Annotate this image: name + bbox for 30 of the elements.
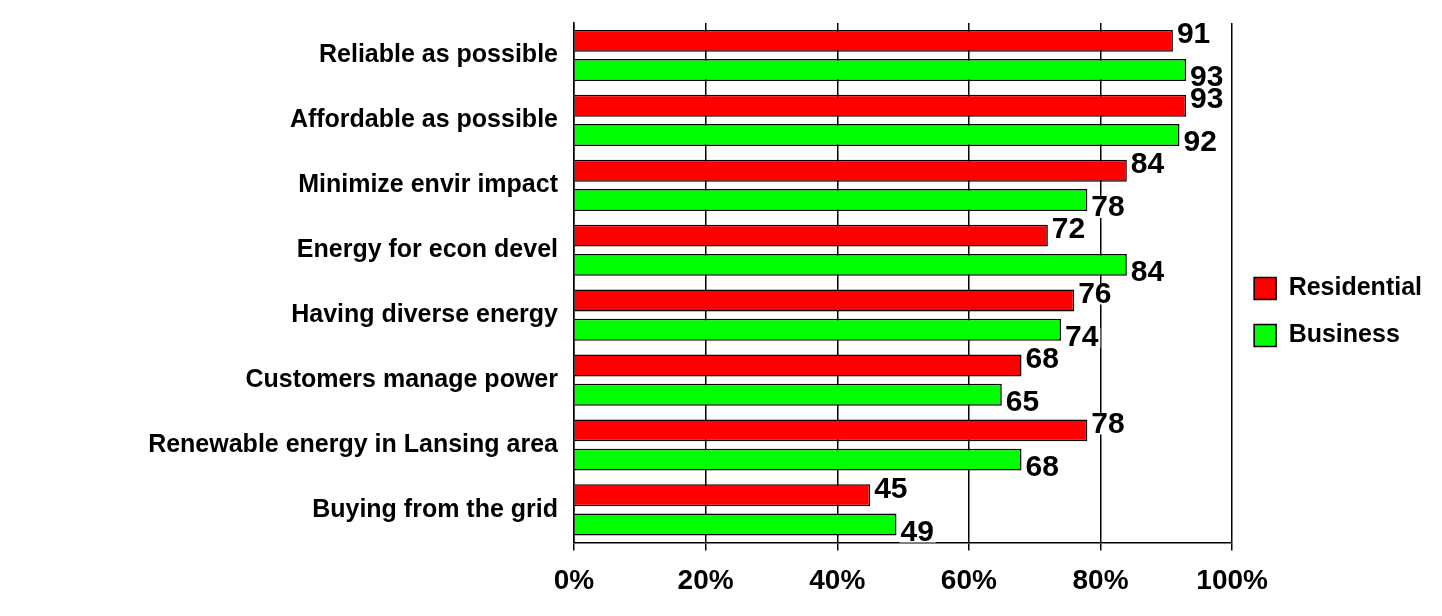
- data-label: 84: [1130, 254, 1165, 288]
- data-label: 91: [1176, 16, 1211, 50]
- data-label: 68: [1025, 340, 1059, 374]
- data-label: 78: [1091, 189, 1125, 223]
- y-tick-label: Affordable as possible: [289, 104, 559, 133]
- data-label: 72: [1051, 210, 1086, 244]
- legend-label: Residential: [1288, 272, 1422, 301]
- data-label: 76: [1078, 275, 1112, 309]
- x-tick-label: 100%: [1196, 563, 1269, 595]
- legend-label: Business: [1288, 319, 1400, 348]
- y-tick-label: Minimize envir impact: [298, 169, 559, 198]
- y-tick-label: Customers manage power: [245, 363, 559, 392]
- x-tick-label: 40%: [809, 563, 866, 595]
- y-tick-label: Reliable as possible: [319, 39, 559, 68]
- x-tick-label: 0%: [553, 563, 595, 595]
- data-label: 78: [1091, 405, 1125, 439]
- data-label: 84: [1130, 145, 1165, 179]
- y-tick-label: Energy for econ devel: [296, 234, 558, 263]
- y-tick-label: Renewable energy in Lansing area: [148, 428, 560, 457]
- data-label: 68: [1025, 448, 1059, 482]
- data-label: 45: [874, 470, 908, 504]
- x-tick-label: 60%: [940, 563, 997, 595]
- x-tick-label: 80%: [1072, 563, 1129, 595]
- data-label: 49: [900, 513, 934, 547]
- data-label: 74: [1065, 319, 1099, 353]
- y-tick-label: Having diverse energy: [291, 299, 559, 328]
- data-label: 65: [1005, 383, 1040, 417]
- x-tick-label: 20%: [677, 563, 734, 595]
- data-label: 92: [1183, 124, 1217, 158]
- y-tick-label: Buying from the grid: [312, 493, 558, 522]
